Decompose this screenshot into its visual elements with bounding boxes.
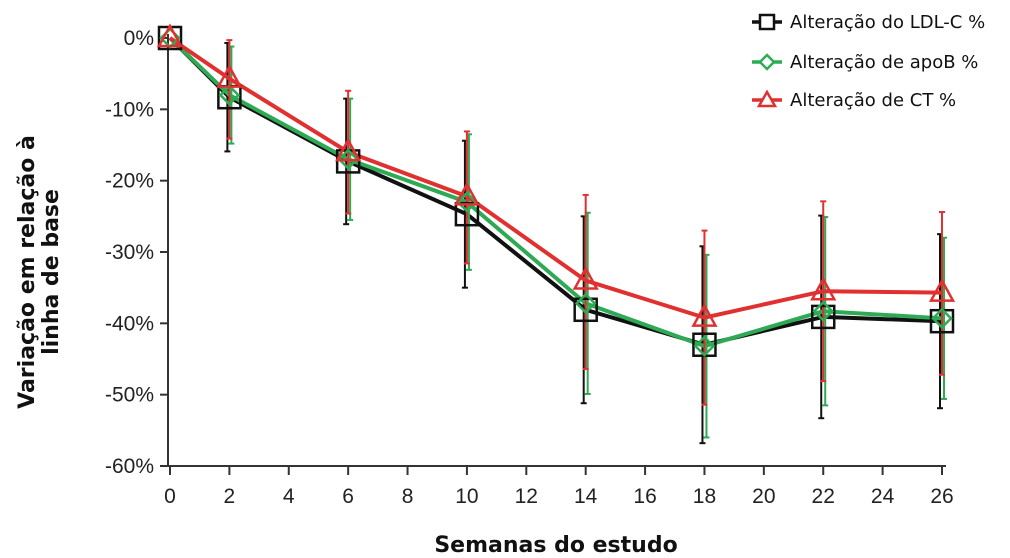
x-tick-label: 22 xyxy=(812,485,835,508)
data-point xyxy=(812,300,834,322)
series-2 xyxy=(168,36,947,439)
data-point xyxy=(810,276,837,301)
y-ticks: 0% -10% -20% -30% -40% -50% -60% xyxy=(105,27,168,478)
legend-entry: Alteração do LDL-C % xyxy=(752,12,985,33)
y-tick-label: -40% xyxy=(105,312,154,335)
legend-marker xyxy=(758,53,776,71)
data-point xyxy=(216,64,243,88)
legend-label: Alteração do LDL-C % xyxy=(790,12,985,33)
x-tick-label: 26 xyxy=(930,485,953,508)
series-line xyxy=(168,36,943,320)
y-tick-label: -30% xyxy=(105,241,154,264)
x-tick-label: 12 xyxy=(515,485,538,508)
legend-entry: Alteração de CT % xyxy=(752,89,956,111)
data-point xyxy=(574,292,597,315)
data-point xyxy=(337,148,359,171)
data-point xyxy=(335,137,362,162)
x-tick-label: 16 xyxy=(633,485,656,508)
data-point xyxy=(573,297,598,323)
data-point xyxy=(928,278,956,302)
x-tick-label: 0 xyxy=(164,485,176,508)
data-point xyxy=(572,265,599,290)
y-tick-label: -60% xyxy=(105,455,154,478)
x-tick-label: 4 xyxy=(283,485,295,508)
x-tick-label: 14 xyxy=(574,485,598,508)
series-layer xyxy=(156,23,956,445)
y-tick-label: 0% xyxy=(124,27,154,50)
series-line xyxy=(168,36,943,349)
data-point xyxy=(931,307,953,330)
y-tick-label: -10% xyxy=(105,98,154,121)
series-1-markers xyxy=(157,25,955,357)
legend-label: Alteração de CT % xyxy=(790,90,956,111)
data-point xyxy=(156,23,184,48)
y-axis-title: Variação em relação à linha de base xyxy=(15,135,64,409)
x-tick-label: 20 xyxy=(752,485,775,508)
legend-marker xyxy=(756,89,778,108)
series-3 xyxy=(168,36,945,406)
error-bar xyxy=(226,39,233,140)
x-tick-label: 24 xyxy=(871,485,895,508)
data-point xyxy=(810,304,836,330)
error-bar xyxy=(939,211,945,376)
legend-entry: Alteração de apoB % xyxy=(752,52,978,73)
y-tick-label: -20% xyxy=(105,170,154,193)
legend-marker xyxy=(758,13,776,31)
data-point xyxy=(693,335,716,357)
data-point xyxy=(453,181,481,206)
y-axis-title-line: Variação em relação à xyxy=(15,135,40,409)
x-tick-label: 8 xyxy=(402,485,414,508)
x-tick-label: 10 xyxy=(455,485,478,508)
data-point xyxy=(456,191,478,213)
x-tick-label: 2 xyxy=(224,485,236,508)
x-ticks: 0 2 4 6 8 10 12 14 16 18 20 22 24 26 xyxy=(164,466,954,508)
x-axis-title: Semanas do estudo xyxy=(434,533,677,558)
y-tick-label: -50% xyxy=(105,384,154,407)
legend-label: Alteração de apoB % xyxy=(790,52,978,73)
series-3-markers xyxy=(156,23,956,327)
data-point xyxy=(691,303,718,327)
y-axis-title-line: linha de base xyxy=(39,189,64,355)
x-tick-label: 18 xyxy=(693,485,716,508)
x-tick-label: 6 xyxy=(342,485,354,508)
legend: Alteração do LDL-C % Alteração de apoB % A… xyxy=(752,12,985,111)
data-point xyxy=(218,84,241,106)
